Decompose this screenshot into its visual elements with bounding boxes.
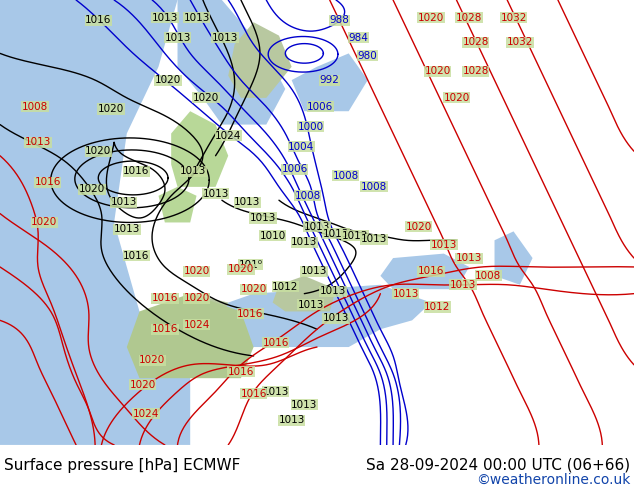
Text: 1020: 1020 [79, 184, 105, 194]
Text: 1000: 1000 [297, 122, 324, 132]
Text: 1032: 1032 [500, 13, 527, 23]
Polygon shape [171, 111, 228, 187]
Text: 1013: 1013 [304, 222, 330, 232]
Text: 1008: 1008 [475, 271, 501, 281]
Text: 1020: 1020 [193, 93, 219, 103]
Text: 1016: 1016 [237, 309, 264, 318]
Text: 1013: 1013 [183, 13, 210, 23]
Text: 1013: 1013 [392, 289, 419, 298]
Text: 1020: 1020 [183, 267, 210, 276]
Polygon shape [171, 294, 228, 320]
Text: 1013: 1013 [361, 234, 387, 245]
Text: 1004: 1004 [288, 142, 314, 152]
Text: 992: 992 [320, 75, 340, 85]
Text: 1016: 1016 [152, 324, 178, 334]
Text: 1008: 1008 [294, 191, 321, 201]
Text: 1006: 1006 [281, 164, 308, 174]
Text: 1028: 1028 [456, 13, 482, 23]
Text: 1013: 1013 [164, 33, 191, 43]
Text: 1013: 1013 [180, 166, 207, 176]
Text: 1013: 1013 [278, 416, 305, 425]
Text: 1016: 1016 [262, 338, 289, 347]
Text: 1016: 1016 [34, 177, 61, 187]
Text: 1013: 1013 [456, 253, 482, 263]
Text: 1020: 1020 [240, 284, 267, 294]
Polygon shape [0, 0, 190, 445]
Text: 1013: 1013 [291, 238, 318, 247]
Text: 1028: 1028 [462, 37, 489, 47]
Text: 1020: 1020 [155, 75, 181, 85]
Text: 1016: 1016 [123, 251, 150, 261]
Text: 1032: 1032 [507, 37, 533, 47]
Text: 1016: 1016 [228, 367, 254, 376]
Text: 1020: 1020 [98, 104, 124, 114]
Text: 1013: 1013 [342, 231, 368, 241]
Text: Sa 28-09-2024 00:00 UTC (06+66): Sa 28-09-2024 00:00 UTC (06+66) [366, 458, 630, 472]
Text: 1020: 1020 [31, 218, 58, 227]
Polygon shape [127, 294, 254, 378]
Polygon shape [178, 285, 431, 347]
Text: 1016: 1016 [85, 15, 112, 25]
Text: 984: 984 [348, 33, 368, 43]
Text: 1013: 1013 [110, 197, 137, 207]
Text: 1013: 1013 [291, 400, 318, 410]
Text: 1013: 1013 [297, 300, 324, 310]
Polygon shape [273, 276, 336, 312]
Text: 1013: 1013 [234, 197, 261, 207]
Text: 1013: 1013 [301, 267, 327, 276]
Text: 980: 980 [358, 50, 378, 61]
Text: 1024: 1024 [133, 409, 159, 419]
Text: 1012: 1012 [272, 282, 299, 292]
Text: 1016: 1016 [240, 389, 267, 399]
Text: 1013: 1013 [113, 224, 140, 234]
Text: 1024: 1024 [215, 131, 242, 141]
Text: ©weatheronline.co.uk: ©weatheronline.co.uk [476, 473, 630, 487]
Text: 1013: 1013 [450, 280, 476, 290]
Text: 1013: 1013 [202, 189, 229, 198]
Text: 1013: 1013 [323, 313, 349, 323]
Polygon shape [178, 0, 285, 124]
Text: 1020: 1020 [443, 93, 470, 103]
Polygon shape [228, 22, 292, 98]
Text: 1008: 1008 [22, 102, 48, 112]
Text: 1013: 1013 [262, 387, 289, 396]
Text: 1013: 1013 [320, 287, 346, 296]
Text: 1012: 1012 [424, 302, 451, 312]
Polygon shape [495, 231, 533, 285]
Text: 1020: 1020 [418, 13, 444, 23]
Text: Surface pressure [hPa] ECMWF: Surface pressure [hPa] ECMWF [4, 458, 240, 472]
Text: 1013: 1013 [25, 137, 51, 147]
Text: 1016: 1016 [418, 267, 444, 276]
Text: 1013: 1013 [250, 213, 276, 223]
Text: 1013: 1013 [212, 33, 238, 43]
Text: 101⁰: 101⁰ [238, 260, 262, 270]
Text: 1013: 1013 [430, 240, 457, 250]
Text: 1006: 1006 [307, 102, 333, 112]
Text: 1020: 1020 [228, 264, 254, 274]
Text: 1020: 1020 [129, 380, 156, 390]
Text: 1020: 1020 [405, 222, 432, 232]
Text: 1020: 1020 [85, 147, 112, 156]
Text: 1016: 1016 [123, 166, 150, 176]
Polygon shape [380, 254, 469, 289]
Text: 988: 988 [329, 15, 349, 25]
Text: 1016: 1016 [152, 293, 178, 303]
Polygon shape [158, 187, 197, 222]
Text: 1013: 1013 [323, 228, 349, 239]
Text: 1008: 1008 [361, 182, 387, 192]
Text: 1020: 1020 [139, 355, 165, 366]
Text: 1020: 1020 [424, 66, 451, 76]
Text: 1020: 1020 [183, 293, 210, 303]
Polygon shape [292, 53, 368, 111]
Text: 1028: 1028 [462, 66, 489, 76]
Text: 1008: 1008 [332, 171, 359, 181]
Text: 1010: 1010 [259, 231, 286, 241]
Text: 1013: 1013 [152, 13, 178, 23]
Text: 1024: 1024 [183, 320, 210, 330]
